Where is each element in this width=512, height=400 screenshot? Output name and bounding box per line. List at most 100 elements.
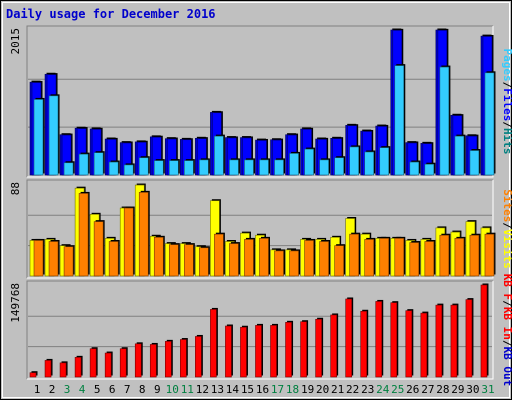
legend-kbytes-item-3: / (501, 340, 512, 347)
bar-visits-sites-sites-day-8 (138, 190, 150, 277)
bar-visits-sites-sites-day-11 (184, 243, 195, 277)
day-label-17: 17 (271, 383, 284, 396)
bar-hits-files-pages-pages-day-22 (349, 145, 361, 176)
bar-hits-files-pages-pages-day-4 (78, 152, 90, 176)
bar-hits-files-pages-pages-day-5 (93, 151, 105, 176)
day-label-5: 5 (94, 383, 101, 396)
bar-hits-files-pages-pages-day-23 (364, 150, 376, 176)
bar-hits-files-pages-pages-day-7 (123, 163, 135, 176)
ymax-label-kbytes: 149768 (9, 283, 22, 323)
bar-kbytes-kb-f-day-28 (435, 303, 444, 378)
legend-visits-sites-item-1: / (501, 222, 512, 229)
chart-title: Daily usage for December 2016 (6, 7, 216, 21)
bar-kbytes-kb-f-day-3 (59, 361, 68, 378)
bar-kbytes-kb-f-day-9 (149, 342, 158, 378)
day-label-20: 20 (316, 383, 329, 396)
day-label-28: 28 (436, 383, 449, 396)
day-label-16: 16 (256, 383, 269, 396)
bar-hits-files-pages-pages-day-31 (484, 71, 496, 176)
bar-hits-files-pages-pages-day-13 (214, 134, 225, 176)
legend-visits-sites-item-2: Visits (501, 229, 512, 269)
ymax-label-visits-sites: 88 (9, 182, 22, 195)
bar-visits-sites-sites-day-25 (394, 236, 406, 277)
bar-kbytes-kb-f-day-15 (240, 325, 248, 378)
bar-visits-sites-sites-day-4 (78, 191, 90, 277)
legend-hits-files-pages-item-2: Files (501, 88, 512, 121)
day-label-7: 7 (124, 383, 131, 396)
bar-kbytes-kb-f-day-16 (255, 323, 263, 378)
bar-hits-files-pages-pages-day-20 (319, 158, 331, 176)
bar-kbytes-kb-f-day-29 (450, 303, 459, 378)
day-label-3: 3 (64, 383, 71, 396)
bar-hits-files-pages-pages-day-27 (424, 162, 436, 176)
day-label-1: 1 (34, 383, 41, 396)
bar-kbytes-kb-f-day-14 (225, 324, 233, 378)
bar-kbytes-kb-f-day-13 (210, 307, 218, 378)
legend-hits-files-pages-item-0: Pages (501, 49, 512, 82)
bar-visits-sites-sites-day-17 (274, 249, 286, 277)
bar-hits-files-pages-pages-day-12 (199, 158, 210, 176)
bar-kbytes-kb-f-day-26 (405, 309, 414, 378)
day-label-12: 12 (196, 383, 209, 396)
bar-hits-files-pages-pages-day-17 (274, 158, 286, 176)
day-label-19: 19 (301, 383, 314, 396)
legend-kbytes-item-2: KB In (501, 307, 512, 340)
bar-visits-sites-sites-day-29 (454, 236, 466, 277)
bar-kbytes-kb-f-day-25 (390, 301, 399, 378)
ymax-label-hits-files-pages: 2015 (9, 28, 22, 55)
bar-kbytes-kb-f-day-1 (29, 371, 38, 378)
bar-kbytes-kb-f-day-7 (119, 347, 128, 378)
bar-kbytes-kb-f-day-31 (480, 283, 489, 378)
bar-kbytes-kb-f-day-27 (420, 311, 429, 378)
bar-visits-sites-sites-day-18 (289, 249, 301, 277)
bar-hits-files-pages-pages-day-10 (168, 159, 180, 176)
bar-visits-sites-sites-day-28 (439, 233, 451, 277)
bar-visits-sites-sites-day-19 (304, 238, 316, 277)
day-label-6: 6 (109, 383, 116, 396)
bar-kbytes-kb-f-day-2 (44, 358, 53, 378)
bar-visits-sites-sites-day-15 (244, 237, 255, 277)
bar-kbytes-kb-f-day-8 (134, 342, 143, 378)
legend-kbytes: KB F/KB In/KB Out (501, 274, 512, 387)
legend-kbytes-item-1: / (501, 300, 512, 307)
bar-visits-sites-sites-day-20 (319, 240, 331, 277)
day-label-15: 15 (241, 383, 254, 396)
bar-kbytes-kb-f-day-20 (315, 317, 324, 378)
bar-visits-sites-sites-day-31 (484, 232, 496, 277)
bar-kbytes-kb-f-day-6 (104, 351, 113, 378)
legend-hits-files-pages-item-3: / (501, 121, 512, 128)
bar-kbytes-kb-f-day-5 (89, 347, 98, 378)
bar-visits-sites-sites-day-7 (123, 206, 135, 277)
bar-visits-sites-sites-day-13 (214, 232, 225, 277)
day-label-18: 18 (286, 383, 299, 396)
bar-hits-files-pages-pages-day-24 (379, 146, 391, 176)
day-label-25: 25 (391, 383, 404, 396)
bar-hits-files-pages-pages-day-3 (63, 161, 75, 176)
bar-visits-sites-sites-day-1 (33, 238, 45, 277)
bar-hits-files-pages-pages-day-9 (153, 159, 165, 176)
bar-kbytes-kb-f-day-18 (285, 320, 294, 378)
day-label-27: 27 (421, 383, 434, 396)
day-label-8: 8 (139, 383, 146, 396)
day-label-24: 24 (376, 383, 390, 396)
bar-kbytes-kb-f-day-17 (270, 323, 279, 378)
bar-hits-files-pages-pages-day-6 (108, 160, 120, 176)
day-label-10: 10 (166, 383, 179, 396)
day-label-2: 2 (49, 383, 56, 396)
bar-visits-sites-sites-day-26 (409, 241, 421, 277)
bar-visits-sites-sites-day-6 (108, 240, 120, 277)
bar-visits-sites-sites-day-22 (349, 232, 361, 277)
bar-hits-files-pages-pages-day-25 (394, 64, 406, 176)
bar-hits-files-pages-pages-day-11 (184, 159, 195, 176)
day-label-11: 11 (181, 383, 194, 396)
bar-hits-files-pages-pages-day-16 (259, 158, 270, 176)
bar-hits-files-pages-pages-day-26 (409, 160, 421, 176)
day-label-14: 14 (226, 383, 240, 396)
bar-visits-sites-sites-day-30 (469, 233, 481, 277)
legend-visits-sites: Sites/Visits (501, 189, 512, 269)
bar-kbytes-kb-f-day-10 (164, 339, 173, 378)
bar-kbytes-kb-f-day-23 (360, 309, 369, 378)
legend-hits-files-pages-item-1: / (501, 82, 512, 89)
legend-hits-files-pages-item-4: Hits (501, 128, 512, 155)
